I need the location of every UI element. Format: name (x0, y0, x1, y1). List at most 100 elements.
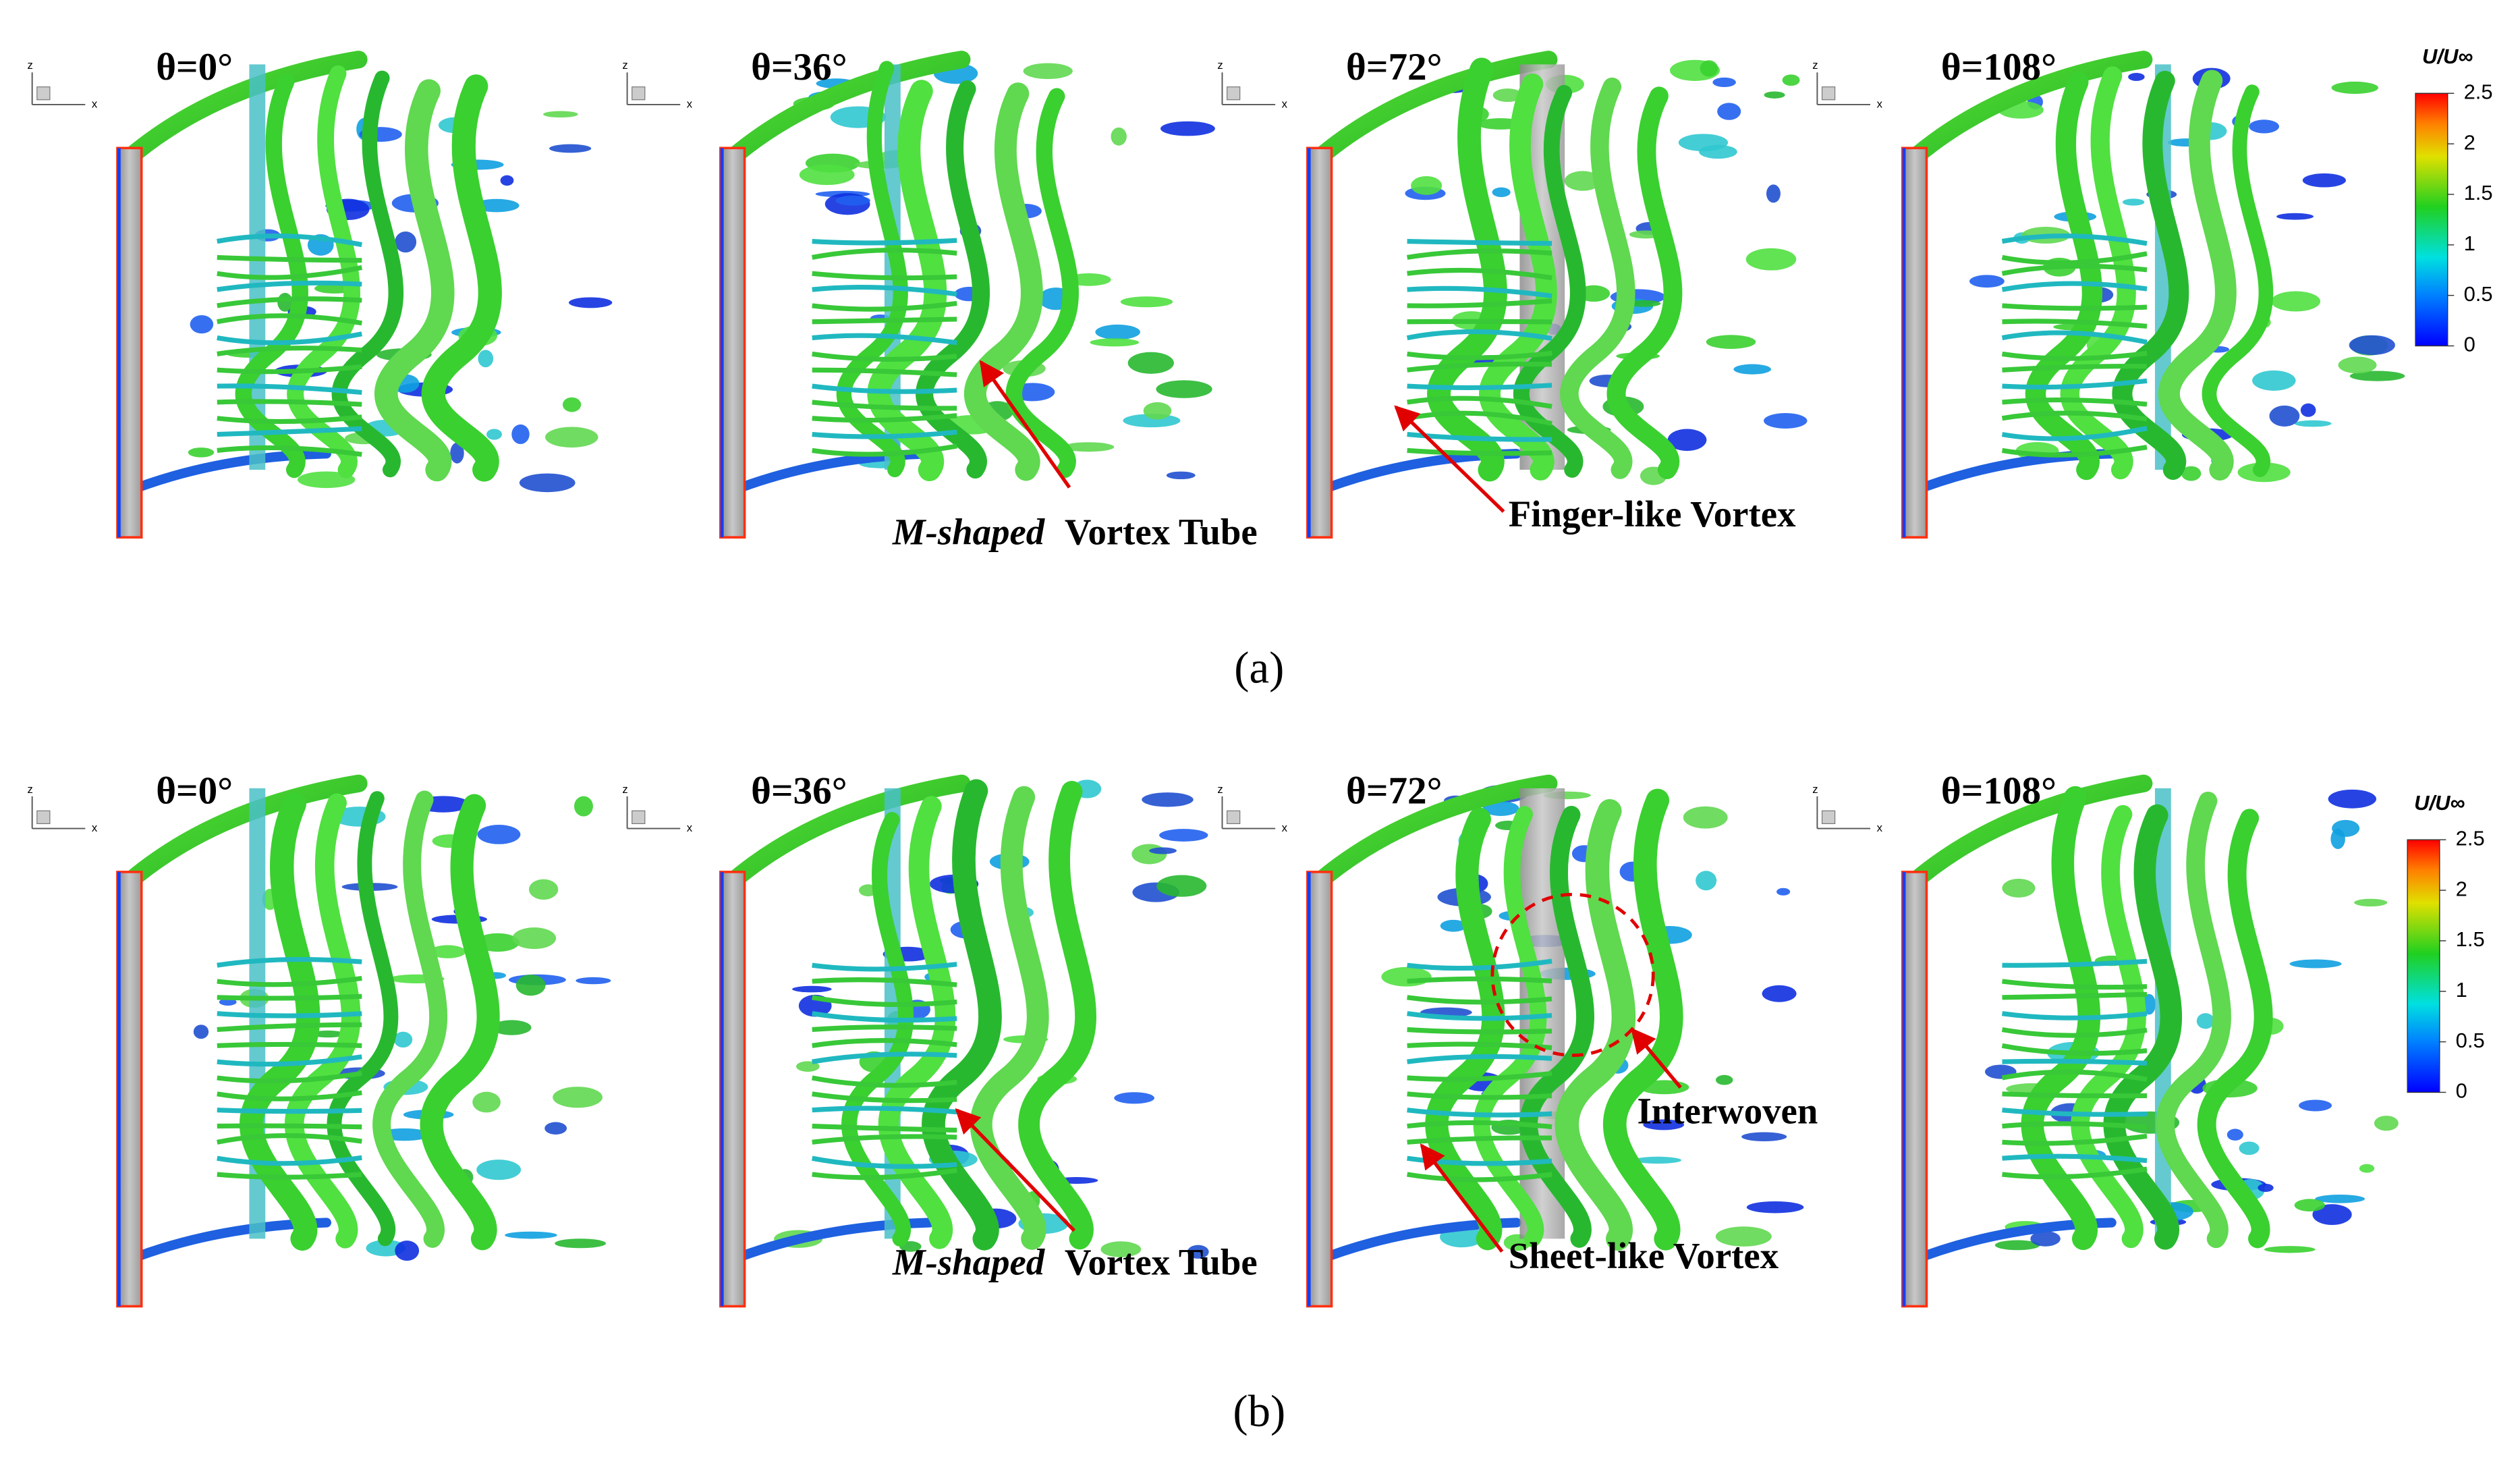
axis-label: x (687, 97, 693, 110)
vortex-arc (1306, 51, 1558, 170)
vortex-strand (812, 429, 957, 439)
blade (719, 871, 746, 1308)
vortex-blob (573, 796, 593, 817)
vortex-blob (1762, 985, 1797, 1002)
axis-icon (1821, 86, 1836, 101)
vortex-frame: z x θ=108° (1812, 770, 2399, 1308)
vortex-blob (1142, 792, 1194, 807)
colorbar-tick-label: 0 (2456, 1079, 2467, 1103)
colorbar-tick-label: 0.5 (2456, 1029, 2485, 1052)
colorbar-tick-label: 1.5 (2456, 927, 2485, 951)
vortex-strand (1407, 447, 1552, 456)
vortex-strand (217, 975, 362, 987)
annotation-arrow (1420, 1143, 1504, 1253)
axis-label: z (28, 59, 33, 72)
vortex-blob (2354, 898, 2388, 906)
vortex-blob (1717, 103, 1741, 120)
vortex-strand (1407, 248, 1552, 260)
vortex-blob (2128, 72, 2145, 81)
vortex-blob (1127, 352, 1174, 374)
vortex-tube (331, 70, 404, 478)
vortex-blob (2302, 173, 2346, 188)
vortex-blob (2122, 198, 2145, 206)
vortex-arc (116, 51, 368, 170)
vortex-strand (2002, 1091, 2148, 1099)
vortex-blob (2252, 370, 2296, 391)
vortex-tube (1513, 84, 1586, 478)
annotation: Vortex Tube (1065, 511, 1258, 552)
vortex-strand (2001, 281, 2148, 292)
vortex-blob (1782, 74, 1800, 86)
vortex-strand (2001, 425, 2148, 441)
vortex-tube (1602, 788, 1683, 1251)
vortex-strand (217, 1070, 362, 1084)
axis-label: x (1877, 821, 1883, 834)
vortex-blob (1683, 806, 1728, 829)
vortex-strand (217, 364, 362, 375)
annotation-arrow (979, 360, 1071, 489)
blade (1306, 146, 1333, 539)
vortex-strand (2002, 378, 2148, 390)
vortex-strand (1407, 1172, 1552, 1182)
vortex-strand (217, 1172, 362, 1180)
blade (116, 146, 143, 539)
vortex-blob (1381, 966, 1432, 987)
vortex-blob (1696, 871, 1717, 891)
vortex-tube (2103, 804, 2183, 1250)
vortex-strand (2001, 330, 2148, 345)
vortex-blob (553, 1087, 603, 1108)
vortex-blob (1667, 429, 1707, 452)
axis-label: x (1282, 821, 1288, 834)
vortex-strand (217, 1054, 362, 1067)
vortex-strand (2001, 233, 2148, 246)
vortex-blob (1131, 844, 1167, 865)
vortex-strand (2001, 445, 2148, 458)
colorbar-label: U/U∞ (2414, 791, 2465, 815)
vortex-strand (217, 234, 362, 248)
vortex-strand (812, 1123, 957, 1133)
vortex-blob (1156, 380, 1212, 398)
vortex-strand (2002, 1108, 2148, 1117)
vortex-blob (576, 977, 611, 985)
vortex-strand (217, 1090, 362, 1101)
colorbar-tick-label: 2 (2456, 877, 2467, 900)
annotation-italic: M-shaped (892, 1241, 1046, 1282)
vortex-blob (2300, 403, 2316, 417)
vortex-strand (1407, 995, 1552, 1005)
colorbar-tick-label: 0 (2464, 333, 2475, 356)
vortex-blob (1100, 1241, 1142, 1257)
panel-label: (a) (1234, 644, 1284, 693)
vortex-strand (812, 977, 957, 987)
vortex-strand (217, 399, 362, 407)
vortex-tube (420, 794, 500, 1251)
vortex-arc (1306, 774, 1558, 894)
blade (719, 146, 746, 539)
vortex-blob (2294, 420, 2332, 427)
vortex-blob (792, 985, 832, 993)
vortex-blob (395, 231, 417, 253)
vortex-blob (549, 144, 592, 153)
vortex-tube (2060, 66, 2136, 480)
vortex-blob (2181, 466, 2202, 481)
vortex-blob (1633, 1156, 1682, 1164)
vortex-blob (2299, 1099, 2332, 1112)
vortex-blob (1628, 300, 1661, 307)
vortex-tube (1519, 805, 1594, 1248)
vortex-strand (2001, 1069, 2148, 1082)
vortex-blob (1776, 888, 1791, 896)
vortex-tube (1018, 780, 1096, 1250)
vortex-blob (2294, 1199, 2326, 1211)
vortex-tube (922, 779, 1002, 1251)
vortex-strand (812, 1134, 957, 1145)
axis-label: x (687, 821, 693, 834)
vortex-blob (799, 164, 855, 186)
vortex-strand (812, 248, 957, 260)
axis-icon (632, 810, 646, 824)
frame-title: θ=0° (156, 770, 233, 813)
vortex-blob (512, 927, 557, 950)
vortex-strand (2001, 1027, 2148, 1038)
vortex-tube (867, 80, 947, 481)
vortex-blob (1764, 412, 1808, 429)
vortex-tube (878, 796, 956, 1249)
vortex-strand (1406, 410, 1552, 427)
